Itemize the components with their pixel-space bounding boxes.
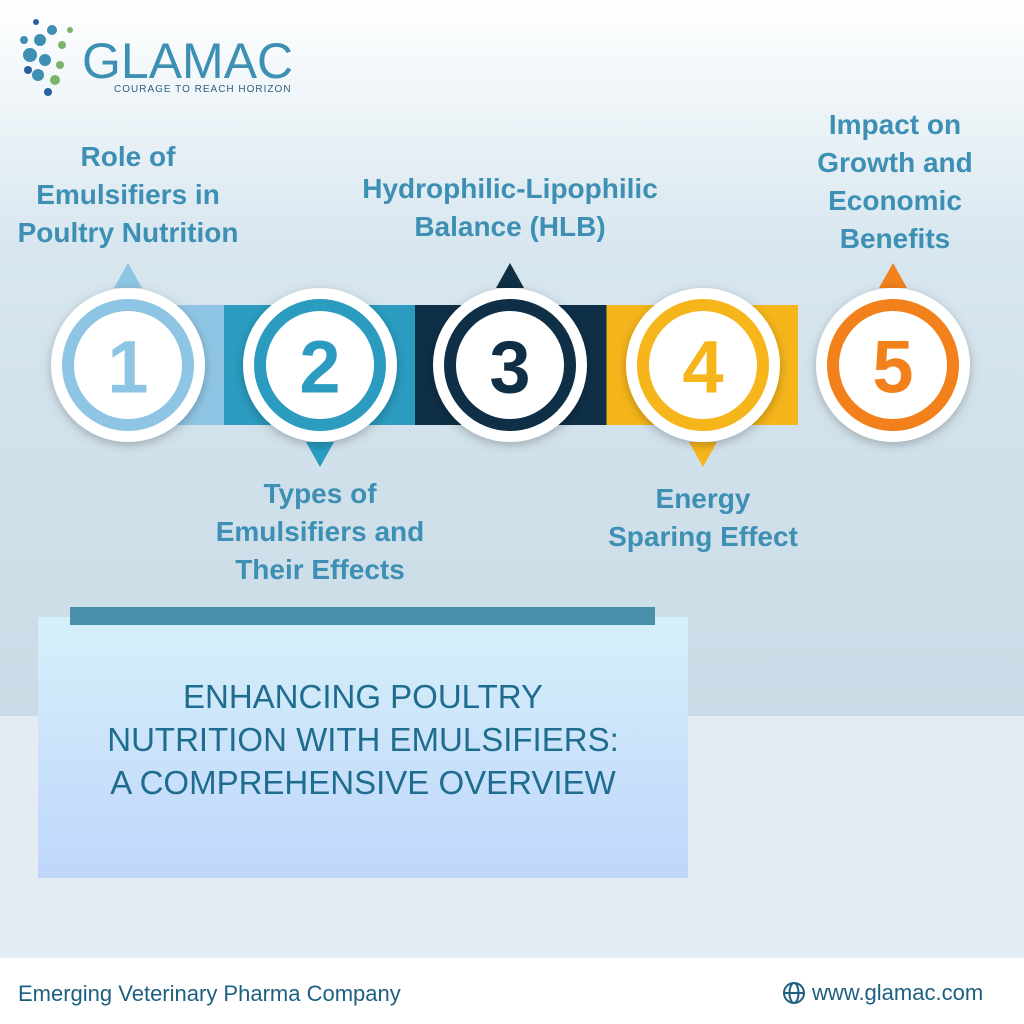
step-label: Role of xyxy=(81,141,177,172)
step-label: Their Effects xyxy=(235,554,405,585)
step-number: 2 xyxy=(299,326,340,409)
pointer xyxy=(306,442,334,467)
step-label: Balance (HLB) xyxy=(414,211,605,242)
pointer xyxy=(114,263,142,288)
globe-icon xyxy=(783,982,805,1004)
pointer xyxy=(689,442,717,467)
step-number: 5 xyxy=(872,326,913,409)
step-ring xyxy=(62,299,194,431)
step-ring xyxy=(444,299,576,431)
title-box xyxy=(38,617,688,878)
pointer xyxy=(879,263,907,288)
title-accent xyxy=(70,607,655,625)
step-label: Energy xyxy=(656,483,751,514)
logo: GLAMAC COURAGE TO REACH HORIZON xyxy=(20,19,293,96)
website-link[interactable]: www.glamac.com xyxy=(811,980,983,1005)
step-label: Poultry Nutrition xyxy=(18,217,239,248)
steps: 1 Role of Emulsifiers in Poultry Nutrition 2… xyxy=(18,109,973,585)
step-number: 3 xyxy=(489,326,530,409)
step-ring xyxy=(827,299,959,431)
step-label: Growth and xyxy=(817,147,973,178)
footer-tagline: Emerging Veterinary Pharma Company xyxy=(18,981,401,1006)
step-label: Impact on xyxy=(829,109,961,140)
step-number: 4 xyxy=(682,326,723,409)
logo-name: GLAMAC xyxy=(82,33,293,89)
logo-tagline: COURAGE TO REACH HORIZON xyxy=(114,84,292,95)
step-label: Economic xyxy=(828,185,962,216)
step-label: Sparing Effect xyxy=(608,521,798,552)
step-label: Types of xyxy=(263,478,377,509)
step-label: Emulsifiers in xyxy=(36,179,220,210)
step-label: Benefits xyxy=(840,223,950,254)
step-ring xyxy=(254,299,386,431)
footer-bar xyxy=(0,958,1024,1024)
step-label: Hydrophilic-Lipophilic xyxy=(362,173,658,204)
pointer xyxy=(496,263,524,288)
title-line: A COMPREHENSIVE OVERVIEW xyxy=(110,764,616,801)
step-number: 1 xyxy=(107,326,148,409)
title-line: NUTRITION WITH EMULSIFIERS: xyxy=(107,721,619,758)
logo-mark xyxy=(20,19,73,96)
step-ring xyxy=(637,299,769,431)
title-line: ENHANCING POULTRY xyxy=(183,678,543,715)
step-label: Emulsifiers and xyxy=(216,516,425,547)
